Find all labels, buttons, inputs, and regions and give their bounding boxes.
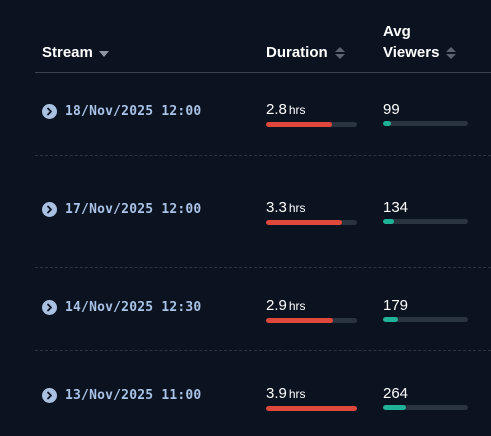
row-divider (35, 155, 491, 156)
viewers-cell: 134 (383, 199, 468, 224)
column-header-stream-label: Stream (42, 44, 93, 61)
column-header-duration[interactable]: Duration (266, 42, 345, 63)
column-header-duration-label: Duration (266, 44, 328, 61)
chevron-right-icon[interactable] (42, 202, 57, 217)
duration-bar (266, 406, 357, 411)
duration-cell: 2.9 hrs (266, 297, 357, 323)
header-divider (35, 72, 491, 73)
stream-cell[interactable]: 13/Nov/2025 11:00 (42, 388, 201, 403)
duration-unit: hrs (288, 103, 306, 117)
duration-unit: hrs (288, 299, 306, 313)
column-header-stream[interactable]: Stream (42, 42, 109, 63)
duration-bar (266, 220, 357, 225)
duration-value: 2.9 (266, 297, 287, 314)
duration-bar-fill (266, 318, 333, 323)
duration-cell: 3.9 hrs (266, 385, 357, 411)
stream-date[interactable]: 17/Nov/2025 12:00 (65, 202, 202, 217)
duration-bar (266, 122, 357, 127)
column-header-avg-viewers-label-line2: Viewers (383, 44, 440, 61)
duration-unit: hrs (288, 201, 306, 215)
duration-value: 2.8 (266, 101, 287, 118)
duration-cell: 2.8 hrs (266, 101, 357, 127)
viewers-bar-fill (383, 121, 391, 126)
viewers-bar (383, 405, 468, 410)
viewers-bar-fill (383, 219, 394, 224)
viewers-bar (383, 317, 468, 322)
stream-cell[interactable]: 17/Nov/2025 12:00 (42, 202, 201, 217)
duration-bar (266, 318, 357, 323)
duration-value: 3.9 (266, 385, 287, 402)
duration-value: 3.3 (266, 199, 287, 216)
viewers-value: 134 (383, 199, 409, 216)
duration-bar-fill (266, 406, 357, 411)
chevron-right-icon[interactable] (42, 300, 57, 315)
row-divider (35, 350, 491, 351)
stream-cell[interactable]: 14/Nov/2025 12:30 (42, 300, 201, 315)
viewers-cell: 264 (383, 385, 468, 410)
chevron-right-icon[interactable] (42, 388, 57, 403)
stream-cell[interactable]: 18/Nov/2025 12:00 (42, 104, 201, 119)
viewers-bar-fill (383, 317, 398, 322)
column-header-avg-viewers-label-line1: Avg (383, 23, 411, 40)
chevron-right-icon[interactable] (42, 104, 57, 119)
viewers-value: 264 (383, 385, 409, 402)
viewers-cell: 179 (383, 297, 468, 322)
duration-bar-fill (266, 220, 342, 225)
duration-cell: 3.3 hrs (266, 199, 357, 225)
duration-unit: hrs (288, 387, 306, 401)
viewers-bar (383, 219, 468, 224)
sort-toggle-icon (334, 47, 345, 59)
row-divider (35, 267, 491, 268)
sort-descending-icon (98, 51, 109, 57)
sort-toggle-icon (446, 47, 457, 59)
stream-date[interactable]: 18/Nov/2025 12:00 (65, 104, 202, 119)
viewers-value: 179 (383, 297, 409, 314)
column-header-avg-viewers[interactable]: Avg Viewers (383, 21, 457, 63)
viewers-bar (383, 121, 468, 126)
viewers-cell: 99 (383, 101, 468, 126)
table-header: Stream Duration Avg Viewers (0, 0, 491, 73)
stream-date[interactable]: 13/Nov/2025 11:00 (65, 388, 202, 403)
viewers-value: 99 (383, 101, 400, 118)
stream-date[interactable]: 14/Nov/2025 12:30 (65, 300, 202, 315)
duration-bar-fill (266, 122, 332, 127)
viewers-bar-fill (383, 405, 406, 410)
